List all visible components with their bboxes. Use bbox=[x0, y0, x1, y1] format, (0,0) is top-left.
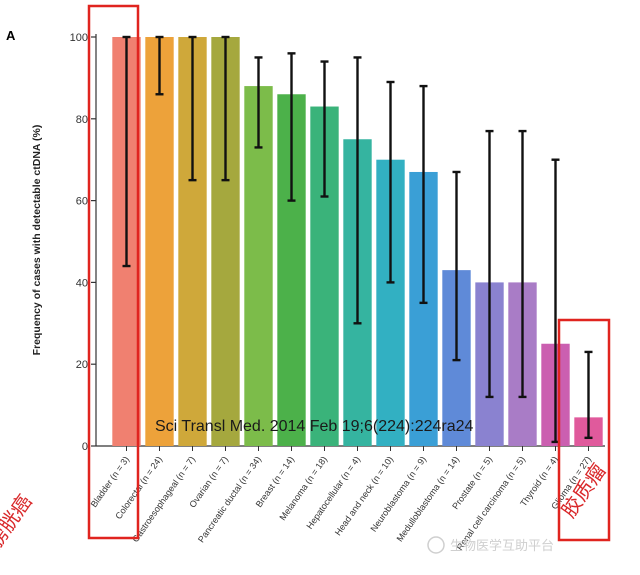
citation-annotation: Sci Transl Med. 2014 Feb 19;6(224):224ra… bbox=[155, 418, 474, 435]
x-tick-label: Medulloblastoma (n = 14) bbox=[395, 454, 462, 543]
highlight-box bbox=[87, 4, 140, 540]
x-tick-labels: Bladder (n = 3)Colorectal (n = 24)Gastro… bbox=[89, 454, 593, 552]
x-tick-label: Gastroesophageal (n = 7) bbox=[130, 454, 197, 544]
y-tick-label: 60 bbox=[76, 196, 88, 208]
x-tick-label: Renal cell carcinoma (n = 5) bbox=[455, 454, 528, 552]
y-tick-label: 80 bbox=[76, 114, 88, 126]
y-tick-label: 20 bbox=[76, 359, 88, 371]
x-tick-label: Head and neck (n = 10) bbox=[333, 454, 395, 537]
panel-label: A bbox=[6, 28, 16, 43]
y-tick-label: 0 bbox=[82, 441, 88, 453]
x-tick-label: Pancreatic ductal (n = 34) bbox=[196, 454, 263, 544]
wechat-icon bbox=[427, 536, 445, 554]
bar bbox=[145, 37, 174, 446]
highlight-box bbox=[557, 318, 611, 542]
watermark: 生物医学互助平台 bbox=[427, 536, 554, 554]
highlight-label: 膀胱癌 bbox=[0, 490, 37, 553]
error-bars bbox=[122, 35, 593, 444]
y-tick-label: 100 bbox=[70, 32, 88, 44]
y-tick-label: 40 bbox=[76, 277, 88, 289]
x-tick-label: Neuroblastoma (n = 9) bbox=[368, 454, 428, 533]
y-axis-label: Frequency of cases with detectable ctDNA… bbox=[31, 125, 43, 356]
watermark-text: 生物医学互助平台 bbox=[450, 538, 554, 554]
